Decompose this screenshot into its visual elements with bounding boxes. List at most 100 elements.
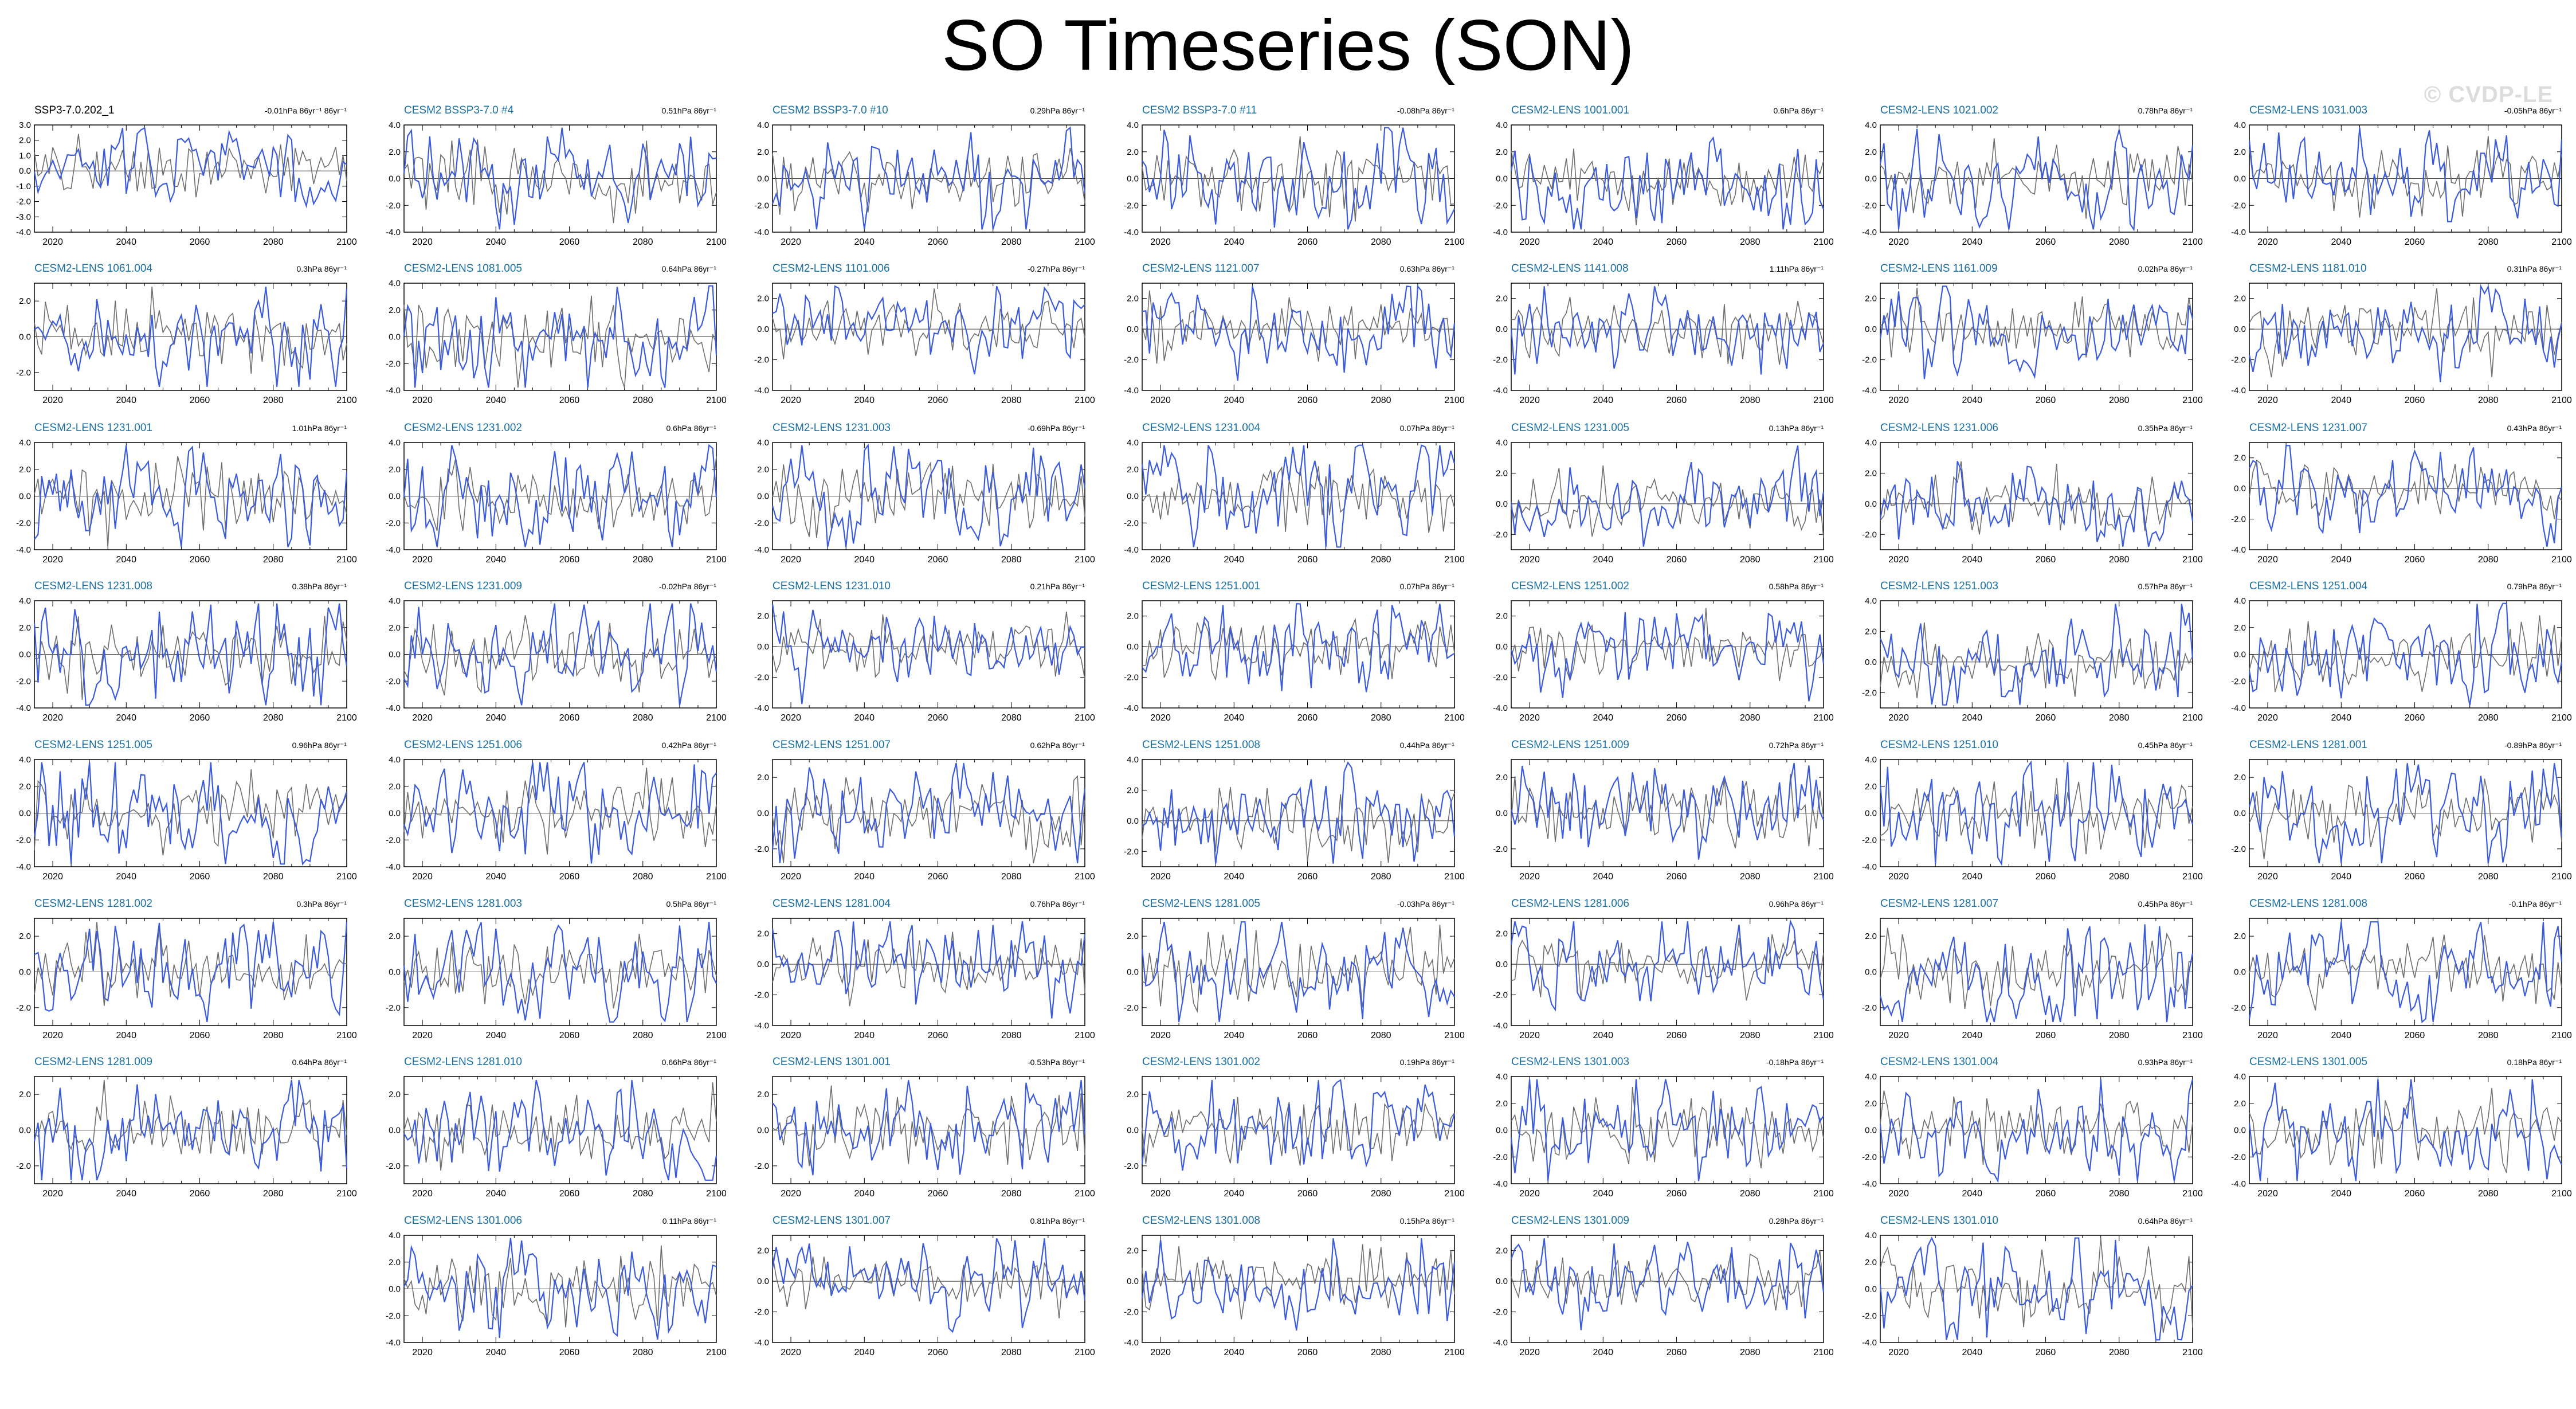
timeseries-plot: 2.0 0.0 -2.0 -4.0 2020 2040 2060 2080 2100 — [1493, 1235, 1834, 1357]
x-tick-label: 2100 — [2182, 1189, 2203, 1199]
x-tick-label: 2060 — [1297, 237, 1318, 247]
y-tick-label: -4.0 — [16, 862, 31, 872]
y-tick-label: 4.0 — [389, 755, 401, 765]
reference-series-line — [1880, 461, 2193, 535]
reference-series-line — [1511, 297, 1824, 365]
y-tick-label: -2.0 — [754, 201, 769, 210]
x-tick-label: 2020 — [1150, 1189, 1171, 1199]
chart-panel: CESM2-LENS 1231.006 0.35hPa 86yr⁻¹ 4.0 2.0 0… — [1846, 422, 2213, 577]
x-tick-label: 2080 — [1740, 1031, 1761, 1040]
y-tick-label: -3.0 — [16, 212, 31, 222]
x-tick-label: 2060 — [928, 1189, 948, 1199]
x-tick-label: 2060 — [1297, 1031, 1318, 1040]
y-tick-label: 0.0 — [1496, 499, 1508, 509]
panel-title: CESM2-LENS 1251.003 — [1880, 580, 1998, 592]
y-tick-label: 0.0 — [389, 1285, 401, 1294]
y-tick-label: -2.0 — [1493, 673, 1508, 683]
x-tick-label: 2020 — [2257, 1189, 2278, 1199]
y-tick-label: -4.0 — [386, 228, 401, 237]
x-tick-label: 2040 — [485, 396, 506, 405]
trend-label: 0.62hPa 86yr⁻¹ — [1030, 741, 1085, 750]
x-tick-label: 2040 — [485, 1031, 506, 1040]
x-tick-label: 2060 — [190, 1031, 210, 1040]
x-tick-label: 2080 — [263, 555, 284, 565]
reference-series-line — [1880, 1090, 2193, 1165]
x-tick-label: 2020 — [1888, 1348, 1909, 1357]
y-tick-label: -4.0 — [1124, 1338, 1139, 1348]
y-tick-label: -1.0 — [16, 182, 31, 191]
reference-series-line — [1511, 608, 1824, 682]
y-tick-label: 0.0 — [19, 332, 31, 342]
x-tick-label: 2100 — [1813, 1031, 1834, 1040]
panel-title: CESM2-LENS 1231.006 — [1880, 422, 1998, 434]
x-tick-label: 2040 — [1224, 713, 1244, 723]
y-tick-label: 2.0 — [2234, 623, 2246, 633]
timeseries-plot: 2.0 0.0 -2.0 -4.0 2020 2040 2060 2080 2100 — [1493, 283, 1834, 405]
y-tick-label: -4.0 — [754, 1021, 769, 1031]
chart-panel: CESM2-LENS 1301.004 0.93hPa 86yr⁻¹ 4.0 2.0 0… — [1846, 1056, 2213, 1211]
plot-frame — [1880, 442, 2193, 550]
y-tick-label: 2.0 — [1865, 931, 1877, 941]
trend-label: 0.44hPa 86yr⁻¹ — [1399, 741, 1454, 750]
x-tick-label: 2100 — [2551, 237, 2572, 247]
y-tick-label: -4.0 — [754, 545, 769, 555]
model-series-line — [1879, 285, 2194, 379]
y-tick-label: 2.0 — [389, 306, 401, 315]
model-series-line — [34, 445, 348, 547]
y-tick-label: 2.0 — [389, 147, 401, 157]
chart-panel: CESM2-LENS 1251.003 0.57hPa 86yr⁻¹ 4.0 2.0 0… — [1846, 580, 2213, 735]
y-tick-label: 2.0 — [389, 623, 401, 633]
x-tick-label: 2020 — [1888, 237, 1909, 247]
x-tick-label: 2020 — [1519, 555, 1540, 565]
x-tick-label: 2020 — [42, 1031, 63, 1040]
y-tick-label: -4.0 — [1493, 386, 1508, 396]
x-tick-label: 2080 — [633, 237, 653, 247]
chart-panel: CESM2-LENS 1251.006 0.42hPa 86yr⁻¹ 4.0 2.0 0… — [370, 739, 736, 894]
y-tick-label: -2.0 — [1862, 1311, 1877, 1321]
y-tick-label: -2.0 — [16, 368, 31, 378]
x-tick-label: 2020 — [412, 555, 433, 565]
panel-title: CESM2 BSSP3-7.0 #10 — [773, 104, 888, 116]
reference-series-line — [772, 775, 1085, 863]
y-tick-label: 0.0 — [757, 174, 769, 184]
y-tick-label: -2.0 — [386, 676, 401, 686]
x-tick-label: 2060 — [928, 396, 948, 405]
panel-title: CESM2-LENS 1101.006 — [773, 263, 890, 275]
x-tick-label: 2080 — [2109, 555, 2130, 565]
x-tick-label: 2100 — [1075, 555, 1095, 565]
timeseries-plot: 4.0 2.0 0.0 -2.0 -4.0 2020 2040 2060 2080 2100 — [16, 438, 357, 565]
panel-title: CESM2-LENS 1231.002 — [404, 422, 522, 434]
y-tick-label: -2.0 — [754, 1308, 769, 1317]
reference-series-line — [1511, 1087, 1824, 1169]
y-tick-label: 4.0 — [1127, 755, 1139, 765]
trend-label: -0.18hPa 86yr⁻¹ — [1766, 1058, 1824, 1067]
x-tick-label: 2020 — [2257, 237, 2278, 247]
y-tick-label: 4.0 — [2234, 596, 2246, 606]
trend-label: 0.02hPa 86yr⁻¹ — [2138, 264, 2193, 273]
x-tick-label: 2100 — [2182, 555, 2203, 565]
panel-title: CESM2-LENS 1251.008 — [1142, 739, 1260, 751]
panel-title: CESM2-LENS 1251.009 — [1511, 739, 1629, 751]
panel-title: CESM2-LENS 1251.007 — [773, 739, 891, 751]
x-tick-label: 2020 — [1519, 1031, 1540, 1040]
y-tick-label: 2.0 — [389, 1090, 401, 1099]
chart-panel: CESM2-LENS 1231.007 0.43hPa 86yr⁻¹ 2.0 0.0 -… — [2215, 422, 2576, 577]
x-tick-label: 2060 — [559, 237, 580, 247]
y-tick-label: 2.0 — [19, 782, 31, 792]
trend-label: 1.01hPa 86yr⁻¹ — [292, 424, 347, 433]
x-tick-label: 2080 — [1371, 1031, 1391, 1040]
y-tick-label: 0.0 — [2234, 1126, 2246, 1136]
x-tick-label: 2040 — [854, 1189, 875, 1199]
y-tick-label: -2.0 — [16, 1161, 31, 1171]
model-series-line — [771, 762, 1086, 863]
trend-label: -0.27hPa 86yr⁻¹ — [1028, 264, 1085, 273]
y-tick-label: -4.0 — [1124, 228, 1139, 237]
y-tick-label: 0.0 — [1127, 492, 1139, 502]
y-tick-label: -4.0 — [1862, 386, 1877, 396]
reference-series-line — [1880, 287, 2193, 358]
y-tick-label: -2.0 — [1862, 530, 1877, 539]
panel-title: CESM2-LENS 1281.002 — [34, 898, 152, 910]
chart-panel: CESM2 BSSP3-7.0 #11 -0.08hPa 86yr⁻¹ 4.0 2.0… — [1108, 104, 1475, 259]
x-tick-label: 2060 — [1667, 872, 1687, 882]
x-tick-label: 2040 — [1593, 1031, 1613, 1040]
